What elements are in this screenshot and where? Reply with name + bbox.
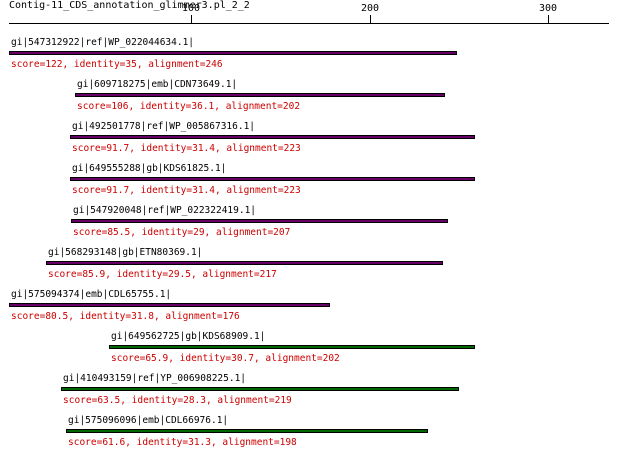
axis-tick-label-100: 100 — [181, 3, 201, 14]
hit-score-text: score=65.9, identity=30.7, alignment=202 — [111, 353, 340, 364]
hit-score-text: score=85.9, identity=29.5, alignment=217 — [48, 269, 277, 280]
hit-alignment-bar[interactable] — [109, 345, 475, 349]
axis-tick-200 — [370, 15, 371, 23]
hit-alignment-bar[interactable] — [46, 261, 443, 265]
hit-score-text: score=61.6, identity=31.3, alignment=198 — [68, 437, 297, 448]
hit-accession-label[interactable]: gi|575096096|emb|CDL66976.1| — [68, 415, 229, 426]
hit-accession-label[interactable]: gi|410493159|ref|YP_006908225.1| — [63, 373, 247, 384]
hit-accession-label[interactable]: gi|575094374|emb|CDL65755.1| — [11, 289, 172, 300]
hit-alignment-bar[interactable] — [9, 51, 457, 55]
hit-alignment-bar[interactable] — [66, 429, 428, 433]
hit-score-text: score=85.5, identity=29, alignment=207 — [73, 227, 291, 238]
hit-score-text: score=91.7, identity=31.4, alignment=223 — [72, 143, 301, 154]
hit-accession-label[interactable]: gi|547920048|ref|WP_022322419.1| — [73, 205, 257, 216]
hit-alignment-bar[interactable] — [70, 177, 475, 181]
hit-score-text: score=106, identity=36.1, alignment=202 — [77, 101, 301, 112]
contig-title: Contig-11_CDS_annotation_glimmer3.pl_2_2 — [9, 0, 250, 11]
hit-accession-label[interactable]: gi|649555288|gb|KDS61825.1| — [72, 163, 227, 174]
axis-tick-100 — [191, 15, 192, 23]
axis-tick-300 — [548, 15, 549, 23]
axis-tick-label-200: 200 — [360, 3, 380, 14]
hit-alignment-bar[interactable] — [61, 387, 459, 391]
hit-accession-label[interactable]: gi|649562725|gb|KDS68909.1| — [111, 331, 266, 342]
hit-accession-label[interactable]: gi|547312922|ref|WP_022044634.1| — [11, 37, 195, 48]
hit-score-text: score=80.5, identity=31.8, alignment=176 — [11, 311, 240, 322]
position-axis — [9, 23, 609, 24]
hit-score-text: score=91.7, identity=31.4, alignment=223 — [72, 185, 301, 196]
axis-tick-label-300: 300 — [538, 3, 558, 14]
hit-accession-label[interactable]: gi|492501778|ref|WP_005867316.1| — [72, 121, 256, 132]
hit-alignment-bar[interactable] — [75, 93, 445, 97]
hit-alignment-bar[interactable] — [70, 135, 475, 139]
hit-score-text: score=63.5, identity=28.3, alignment=219 — [63, 395, 292, 406]
hit-accession-label[interactable]: gi|609718275|emb|CDN73649.1| — [77, 79, 238, 90]
hit-alignment-bar[interactable] — [71, 219, 448, 223]
hit-accession-label[interactable]: gi|568293148|gb|ETN80369.1| — [48, 247, 203, 258]
hit-alignment-bar[interactable] — [9, 303, 330, 307]
hit-score-text: score=122, identity=35, alignment=246 — [11, 59, 223, 70]
